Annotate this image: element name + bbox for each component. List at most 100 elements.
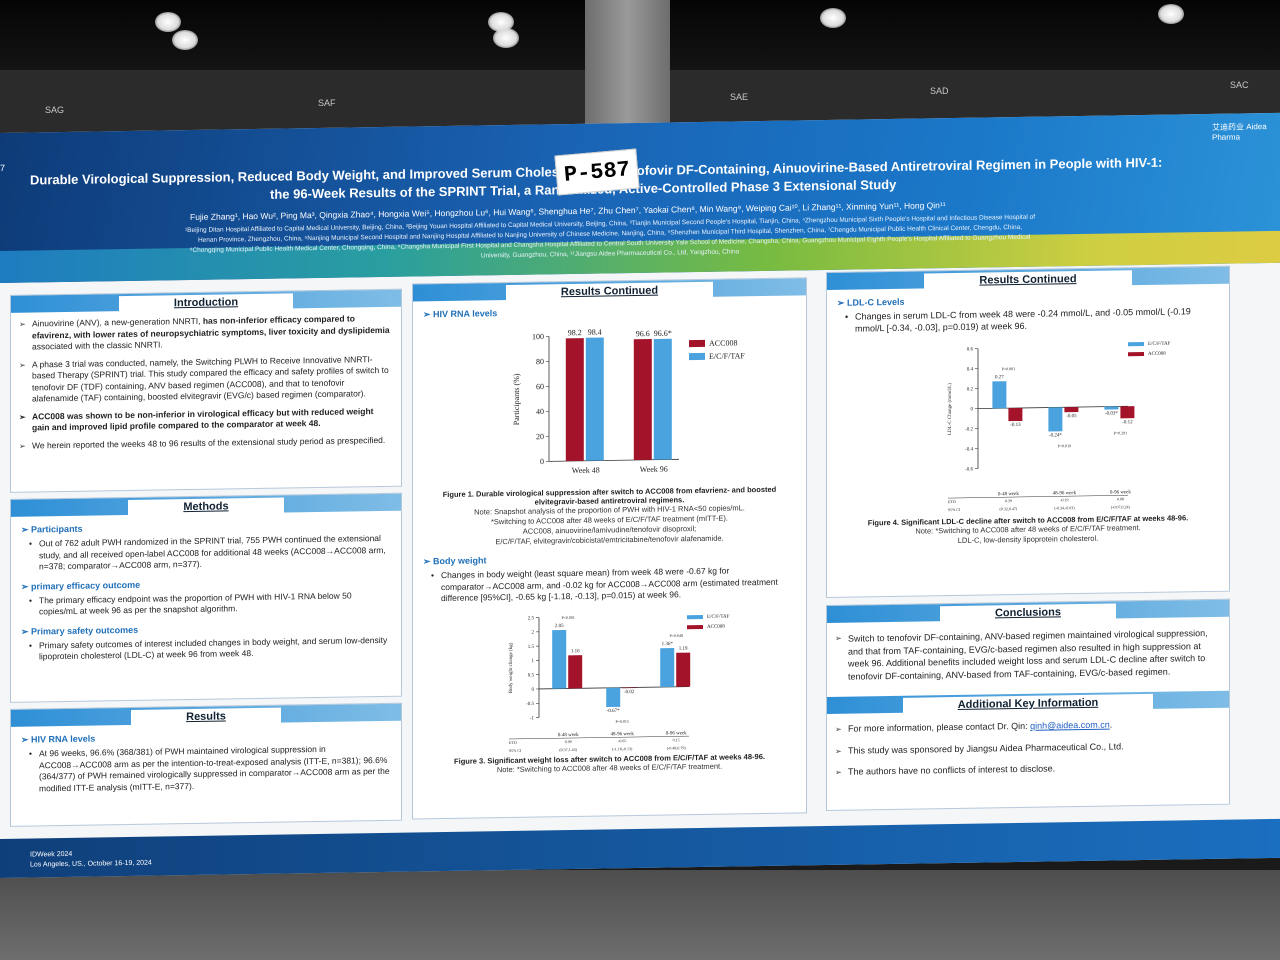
poster: 7 艾迪药业 Aidea Pharma Durable Virological … — [0, 112, 1280, 878]
table-row-label: ETD — [509, 739, 517, 744]
legend-swatch — [687, 624, 703, 629]
table-rule — [509, 735, 689, 739]
results-continued-heading: Results Continued — [505, 281, 714, 303]
poster-header: 7 艾迪药业 Aidea Pharma Durable Virological … — [0, 112, 1280, 283]
results-continued2-panel: Results Continued LDL-C Levels Changes i… — [826, 265, 1230, 599]
results-continued-panel: Results Continued HIV RNA levels 0204060… — [412, 277, 807, 820]
introduction-panel: Introduction Ainuovirine (ANV), a new-ge… — [10, 288, 402, 493]
ceiling-light — [493, 28, 519, 48]
legend-swatch — [1128, 342, 1144, 347]
chart-bar — [1104, 406, 1119, 410]
section-header: Results Continued — [827, 266, 1229, 291]
x-tick-label: 0-96 week — [666, 731, 687, 736]
y-tick-label: -0.5 — [526, 701, 534, 706]
chart-bar — [1064, 407, 1079, 413]
x-tick-label: 0-48 week — [558, 732, 579, 737]
intro-bullet: ACC008 was shown to be non-inferior in v… — [19, 405, 391, 434]
legend-label: ACC008 — [709, 338, 737, 347]
y-tick-label: 2 — [532, 630, 535, 635]
y-tick-label: 0.4 — [967, 367, 974, 372]
ceiling-light — [820, 8, 846, 28]
y-tick-label: 20 — [536, 432, 544, 441]
chart-bar — [622, 686, 637, 688]
data-label: 2.05 — [555, 623, 564, 628]
booth-sign: SAD — [930, 86, 949, 96]
table-rule — [948, 495, 1128, 499]
y-tick-label: 0 — [532, 687, 535, 692]
x-tick-label: Week 48 — [572, 466, 600, 475]
y-tick-label: 80 — [536, 357, 544, 366]
results-continued2-heading: Results Continued — [924, 270, 1132, 291]
chart-bar — [568, 654, 583, 689]
data-label: -0.13 — [1010, 423, 1021, 428]
chart-bar — [633, 339, 652, 461]
legend-label: ACC008 — [1148, 352, 1166, 357]
x-tick-label: 48-96 week — [1053, 491, 1077, 496]
table-cell: -0.19 — [1060, 497, 1068, 502]
p-value-label: P<0.001 — [1002, 366, 1015, 371]
section-header: Additional Key Information — [827, 690, 1229, 715]
y-tick-label: 0 — [540, 457, 544, 466]
y-tick-label: 100 — [532, 332, 544, 341]
x-tick-label: 0-96 week — [1110, 490, 1131, 495]
booth-sign: SAF — [318, 98, 336, 108]
y-tick-label: -0.2 — [965, 427, 973, 432]
p-value-label: P=0.648 — [669, 632, 682, 637]
y-axis-label: Body weight change (kg) — [509, 642, 514, 693]
footer: IDWeek 2024 Los Angeles, US., October 16… — [30, 849, 152, 871]
methods-text: Out of 762 adult PWH randomized in the S… — [29, 533, 391, 573]
chart-bar — [585, 337, 604, 461]
methods-heading: Methods — [128, 497, 284, 517]
ceiling-light — [172, 30, 198, 50]
body-weight-text: Changes in body weight (least square mea… — [431, 564, 796, 604]
chart-bar — [552, 629, 567, 689]
legend-swatch — [1128, 352, 1144, 357]
y-tick-label: -0.6 — [965, 467, 973, 472]
y-tick-label: 40 — [536, 407, 544, 416]
figure1-chart: 0 20 40 60 80 100 Participants (%) 98.2 98.4 Week… — [512, 328, 745, 475]
data-label: 98.4 — [588, 328, 602, 337]
table-cell: (-0.34,-0.03) — [1054, 505, 1075, 511]
email-link[interactable]: qinh@aidea.com.cn — [1030, 719, 1110, 731]
y-tick-label: -0.4 — [965, 447, 973, 452]
table-cell: 0.08 — [1117, 496, 1124, 501]
table-cell: 0.15 — [673, 737, 680, 742]
floor — [0, 870, 1280, 960]
table-cell: -0.65 — [618, 738, 626, 743]
data-label: -0.02 — [624, 690, 635, 695]
section-header: Introduction — [11, 289, 401, 314]
y-axis-label: LDL-C Change (mmol/L) — [948, 383, 953, 435]
y-tick-label: 0.6 — [967, 347, 974, 352]
methods-text: The primary efficacy endpoint was the pr… — [29, 589, 391, 618]
conclusions-text: Switch to tenofovir DF-containing, ANV-b… — [835, 627, 1219, 683]
additional-heading: Additional Key Information — [902, 693, 1154, 715]
data-label: -0.05 — [1066, 414, 1077, 419]
chart-bar — [1120, 406, 1135, 419]
chart-bar — [660, 647, 675, 687]
table-row-label: 95% CI — [509, 747, 522, 752]
ceiling-light — [488, 12, 514, 32]
table-cell: (-0.07,0.24) — [1111, 504, 1131, 510]
data-label: 0.27 — [995, 375, 1004, 380]
y-tick-label: 0 — [971, 407, 974, 412]
y-tick-label: 60 — [536, 382, 544, 391]
section-header: Results — [11, 703, 401, 727]
data-label: -0.03* — [1105, 411, 1118, 416]
intro-bullet: We herein reported the weeks 48 to 96 re… — [19, 434, 391, 451]
footer-place: Los Angeles, US., October 16-19, 2024 — [30, 859, 152, 869]
data-label: -0.67* — [607, 708, 620, 713]
x-tick-label: 48-96 week — [610, 732, 634, 737]
booth-sign: SAC — [1230, 80, 1249, 90]
p-value-label: P=0.015 — [615, 718, 628, 723]
data-label: -0.24* — [1049, 433, 1062, 438]
legend-label: E/C/F/TAF — [1148, 342, 1171, 347]
p-value-label: P=0.019 — [1058, 443, 1071, 448]
figure4-chart: -0.6 -0.4 -0.2 0 0.2 0.4 0.6 LDL-C Change (mmol… — [948, 342, 1171, 512]
coi-info: The authors have no conflicts of interes… — [835, 761, 1219, 779]
intro-bullet: Ainuovirine (ANV), a new-generation NNRT… — [19, 313, 391, 353]
y-tick-label: -1 — [530, 716, 535, 721]
intro-bullet: A phase 3 trial was conducted, namely, t… — [19, 353, 391, 405]
legend-label: E/C/F/TAF — [707, 614, 730, 619]
conclusions-heading: Conclusions — [939, 603, 1116, 624]
data-label: 1.36* — [662, 641, 674, 646]
